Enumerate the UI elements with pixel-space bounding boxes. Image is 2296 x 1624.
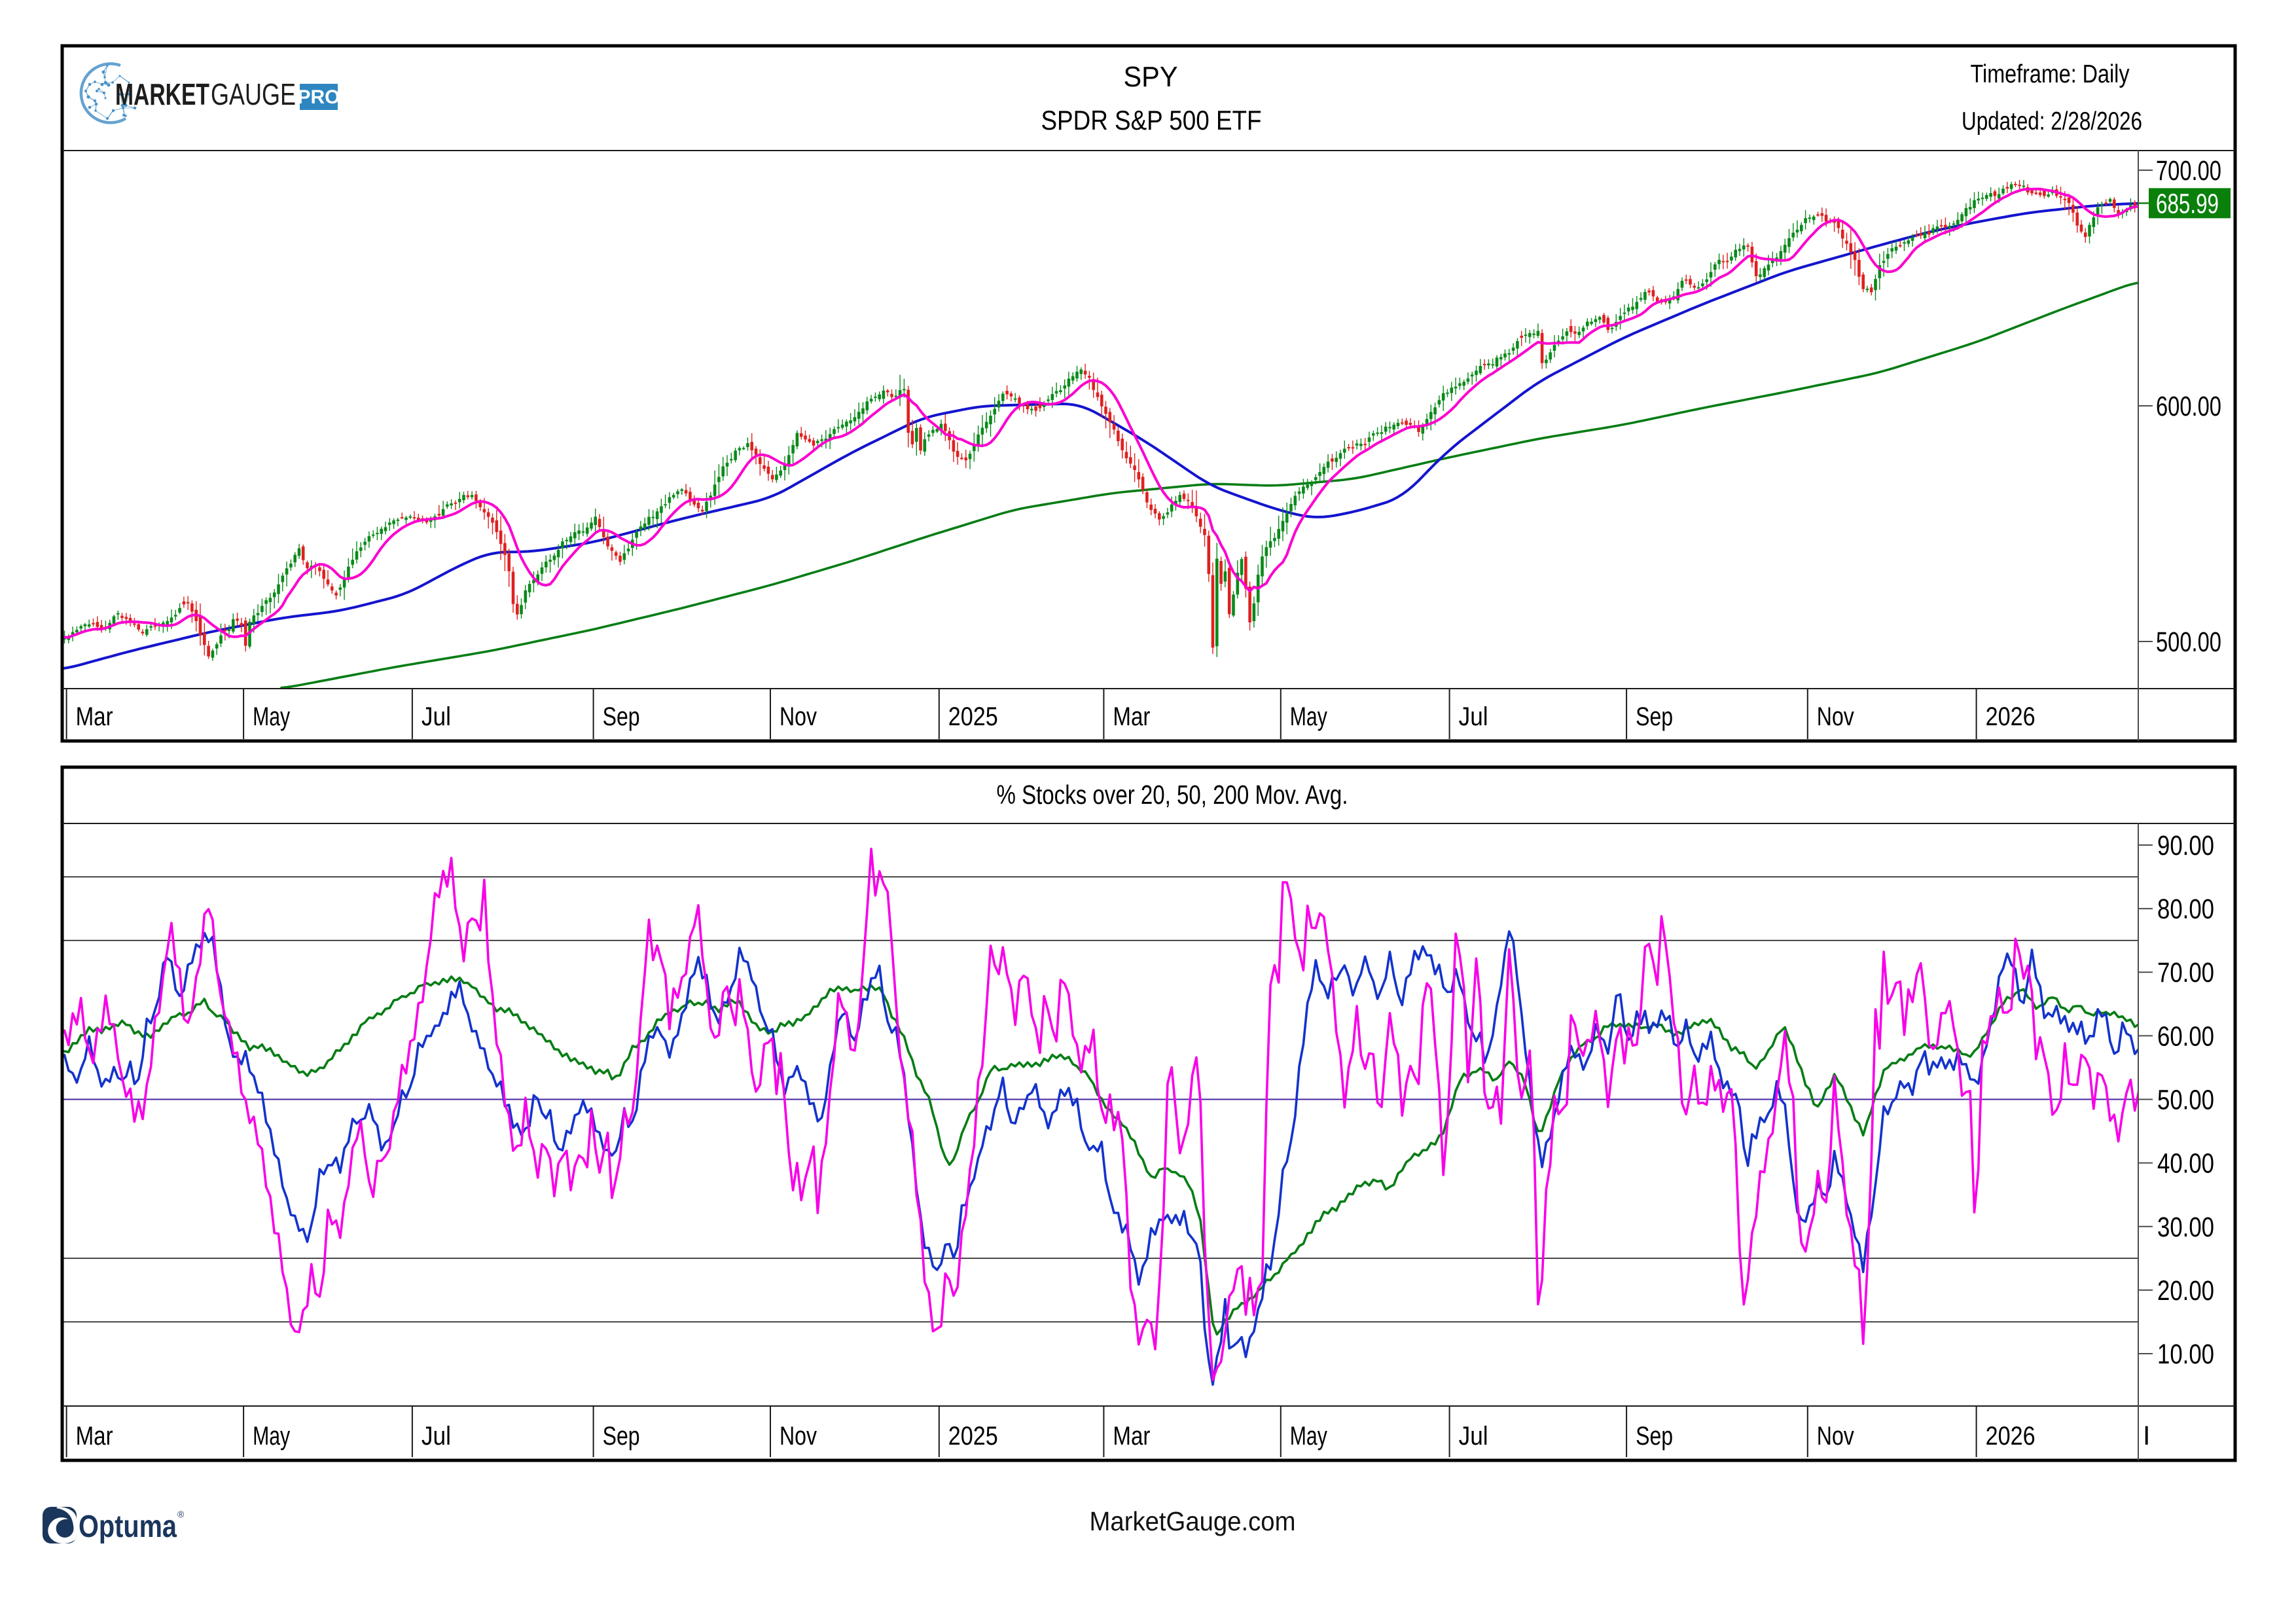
svg-text:40.00: 40.00 xyxy=(2157,1148,2214,1180)
svg-text:685.99: 685.99 xyxy=(2156,188,2219,219)
svg-text:% Stocks over 20, 50, 200 Mov.: % Stocks over 20, 50, 200 Mov. Avg. xyxy=(997,780,1348,810)
svg-text:May: May xyxy=(253,702,290,731)
svg-text:Jul: Jul xyxy=(422,1422,451,1451)
svg-text:Mar: Mar xyxy=(76,702,113,731)
svg-text:Mar: Mar xyxy=(1113,1422,1150,1451)
svg-text:Jul: Jul xyxy=(422,702,451,731)
svg-text:700.00: 700.00 xyxy=(2156,155,2221,187)
svg-text:Nov: Nov xyxy=(1817,702,1854,731)
svg-text:Updated: 2/28/2026: Updated: 2/28/2026 xyxy=(1962,107,2142,135)
svg-text:Nov: Nov xyxy=(780,702,817,731)
svg-text:Optuma: Optuma xyxy=(79,1509,177,1544)
svg-text:Sep: Sep xyxy=(603,1422,640,1451)
svg-text:2026: 2026 xyxy=(1986,702,2036,731)
svg-text:Jul: Jul xyxy=(1459,1422,1488,1451)
svg-text:2026: 2026 xyxy=(1986,1422,2036,1451)
svg-text:PRO: PRO xyxy=(297,86,340,108)
svg-text:Timeframe: Daily: Timeframe: Daily xyxy=(1971,60,2130,88)
svg-text:Sep: Sep xyxy=(603,702,640,731)
svg-text:MARKET: MARKET xyxy=(115,77,209,111)
svg-text:May: May xyxy=(253,1422,290,1451)
svg-text:60.00: 60.00 xyxy=(2157,1020,2214,1052)
svg-text:May: May xyxy=(1290,702,1327,731)
svg-text:SPY: SPY xyxy=(1124,61,1178,93)
svg-text:May: May xyxy=(1290,1422,1327,1451)
svg-text:GAUGE: GAUGE xyxy=(211,77,296,111)
svg-text:50.00: 50.00 xyxy=(2157,1085,2214,1116)
svg-text:600.00: 600.00 xyxy=(2156,391,2221,422)
svg-text:2025: 2025 xyxy=(948,702,998,731)
svg-text:90.00: 90.00 xyxy=(2157,830,2214,861)
svg-text:Nov: Nov xyxy=(1817,1422,1854,1451)
svg-text:20.00: 20.00 xyxy=(2157,1275,2214,1307)
svg-text:80.00: 80.00 xyxy=(2157,893,2214,925)
svg-text:70.00: 70.00 xyxy=(2157,957,2214,988)
svg-text:Jul: Jul xyxy=(1459,702,1488,731)
svg-text:10.00: 10.00 xyxy=(2157,1339,2214,1370)
svg-text:Sep: Sep xyxy=(1636,1422,1673,1451)
svg-text:Nov: Nov xyxy=(780,1422,817,1451)
svg-text:500.00: 500.00 xyxy=(2156,626,2221,658)
svg-text:30.00: 30.00 xyxy=(2157,1212,2214,1243)
svg-text:I: I xyxy=(2143,1420,2150,1451)
svg-text:Mar: Mar xyxy=(76,1422,113,1451)
svg-text:®: ® xyxy=(177,1509,185,1519)
svg-text:MarketGauge.com: MarketGauge.com xyxy=(1090,1506,1296,1536)
svg-text:SPDR S&P 500 ETF: SPDR S&P 500 ETF xyxy=(1041,105,1262,135)
svg-text:Sep: Sep xyxy=(1636,702,1673,731)
svg-text:2025: 2025 xyxy=(948,1422,998,1451)
svg-text:Mar: Mar xyxy=(1113,702,1150,731)
